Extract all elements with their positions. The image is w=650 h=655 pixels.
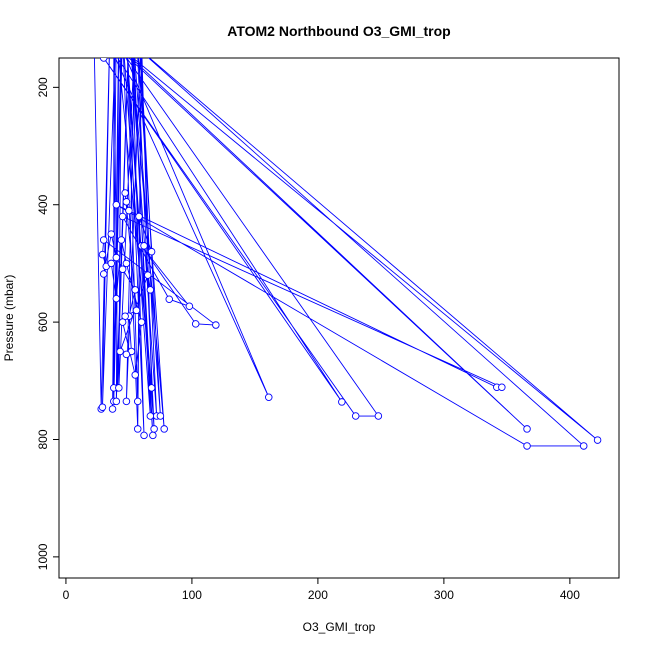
data-point <box>265 393 273 401</box>
data-point <box>126 25 133 32</box>
x-axis-label: O3_GMI_trop <box>303 620 376 634</box>
data-point <box>156 412 165 420</box>
data-point <box>140 242 148 250</box>
data-point <box>107 259 116 268</box>
data-point <box>146 412 155 420</box>
data-point <box>185 302 194 311</box>
data-point <box>118 318 127 326</box>
y-tick-label: 200 <box>36 77 50 97</box>
x-tick-label: 0 <box>63 588 70 602</box>
data-point <box>138 22 145 29</box>
data-point <box>133 397 142 406</box>
chart-title: ATOM2 Northbound O3_GMI_trop <box>227 23 450 39</box>
data-point <box>122 350 131 359</box>
data-point <box>118 265 127 274</box>
data-point <box>119 31 126 38</box>
data-point <box>113 17 120 24</box>
data-point <box>523 442 531 450</box>
data-point <box>125 206 133 215</box>
data-point <box>131 371 139 379</box>
data-point <box>133 25 140 32</box>
data-point <box>374 412 383 420</box>
plot-frame <box>58 57 620 579</box>
data-point <box>112 397 121 406</box>
data-point <box>351 412 360 420</box>
data-point <box>136 22 143 29</box>
data-point <box>112 200 121 209</box>
data-point <box>165 295 173 303</box>
data-point <box>212 321 220 329</box>
data-point <box>118 19 125 26</box>
data-point <box>579 442 588 450</box>
data-point <box>147 384 156 392</box>
x-tick-label: 200 <box>308 588 328 602</box>
x-axis: 0 100 200 300 400 <box>63 578 580 602</box>
x-tick-label: 300 <box>434 588 454 602</box>
data-point <box>121 189 129 197</box>
y-tick-label: 600 <box>36 312 50 332</box>
data-point <box>107 230 116 238</box>
data-point <box>90 14 97 21</box>
data-point <box>119 22 126 29</box>
data-point <box>99 58 108 62</box>
y-tick-label: 1000 <box>36 543 50 570</box>
data-point <box>113 31 120 38</box>
data-point <box>135 212 143 221</box>
data-point <box>112 253 121 262</box>
data-point <box>117 236 126 244</box>
data-point <box>122 397 131 406</box>
data-point <box>150 425 158 433</box>
data-point <box>112 294 121 303</box>
data-point <box>116 347 124 356</box>
data-point <box>107 43 114 50</box>
y-tick-label: 800 <box>36 429 50 449</box>
data-point <box>144 271 152 279</box>
data-point <box>128 25 135 32</box>
x-tick-label: 400 <box>560 588 580 602</box>
x-tick-label: 100 <box>182 588 202 602</box>
series-o3 <box>90 14 602 450</box>
data-point <box>147 247 156 256</box>
data-point <box>108 405 117 413</box>
data-point <box>338 398 346 406</box>
data-point <box>116 43 123 50</box>
data-point <box>126 37 133 44</box>
data-point <box>123 19 130 26</box>
data-point <box>118 212 127 221</box>
data-point <box>99 236 108 244</box>
data-point <box>122 259 131 268</box>
series-line <box>93 58 598 447</box>
data-point <box>160 425 168 433</box>
data-point <box>122 22 129 29</box>
data-point <box>133 425 142 433</box>
data-point <box>122 198 131 206</box>
data-point <box>137 318 146 326</box>
data-point <box>523 425 531 433</box>
data-point <box>149 431 157 440</box>
data-point <box>126 19 133 26</box>
data-point <box>129 25 136 32</box>
y-axis: 200 400 600 800 1000 <box>36 77 59 570</box>
data-point <box>132 25 139 32</box>
data-point <box>593 436 602 444</box>
data-point <box>107 19 114 26</box>
data-point <box>140 431 148 440</box>
data-point <box>132 306 141 315</box>
data-point <box>116 19 123 26</box>
data-point <box>498 383 506 392</box>
data-point <box>131 286 139 294</box>
data-point <box>115 384 123 392</box>
data-point <box>98 403 107 411</box>
data-point <box>146 286 155 294</box>
data-point <box>191 320 200 328</box>
data-point <box>138 37 145 44</box>
data-point <box>119 49 126 56</box>
data-point <box>111 22 118 29</box>
y-tick-label: 400 <box>36 194 50 214</box>
y-axis-label: Pressure (mbar) <box>2 275 16 362</box>
data-point <box>99 270 108 278</box>
data-point <box>98 250 107 259</box>
